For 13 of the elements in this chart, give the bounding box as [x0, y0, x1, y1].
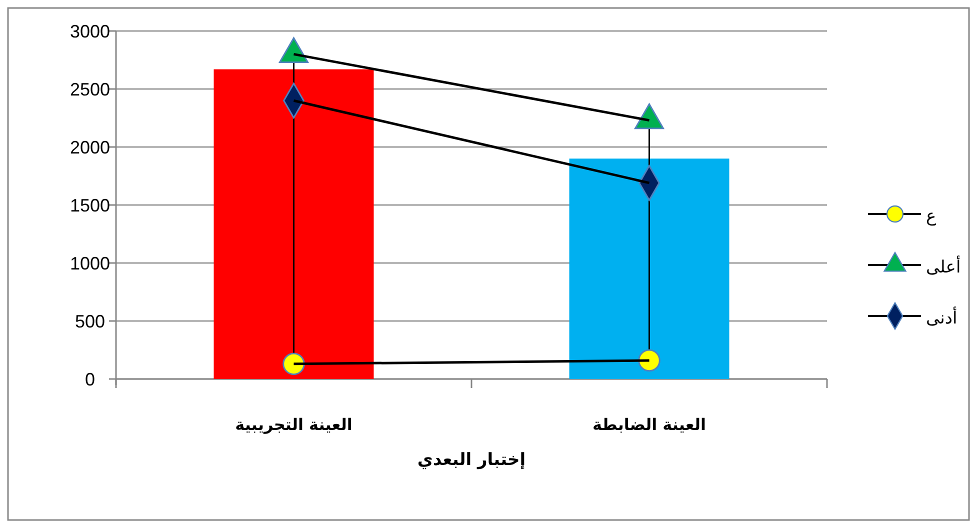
y-tick-label: 0 — [84, 369, 96, 390]
legend-label: أدنى — [926, 306, 958, 329]
y-tick-label: 1500 — [70, 195, 110, 216]
y-tick-label: 1000 — [70, 253, 110, 274]
y-tick-label: 3000 — [70, 21, 110, 42]
x-tick-label: العينة التجريبية — [235, 415, 352, 434]
x-tick-label: العينة الضابطة — [592, 415, 706, 434]
legend-label: ع — [926, 206, 936, 227]
x-axis-title: إختبار البعدي — [417, 450, 526, 470]
legend-label: أعلى — [926, 256, 961, 278]
y-tick-label: 2500 — [70, 79, 110, 100]
y-tick-label: 2000 — [70, 137, 110, 158]
y-tick-label: 500 — [74, 311, 106, 332]
